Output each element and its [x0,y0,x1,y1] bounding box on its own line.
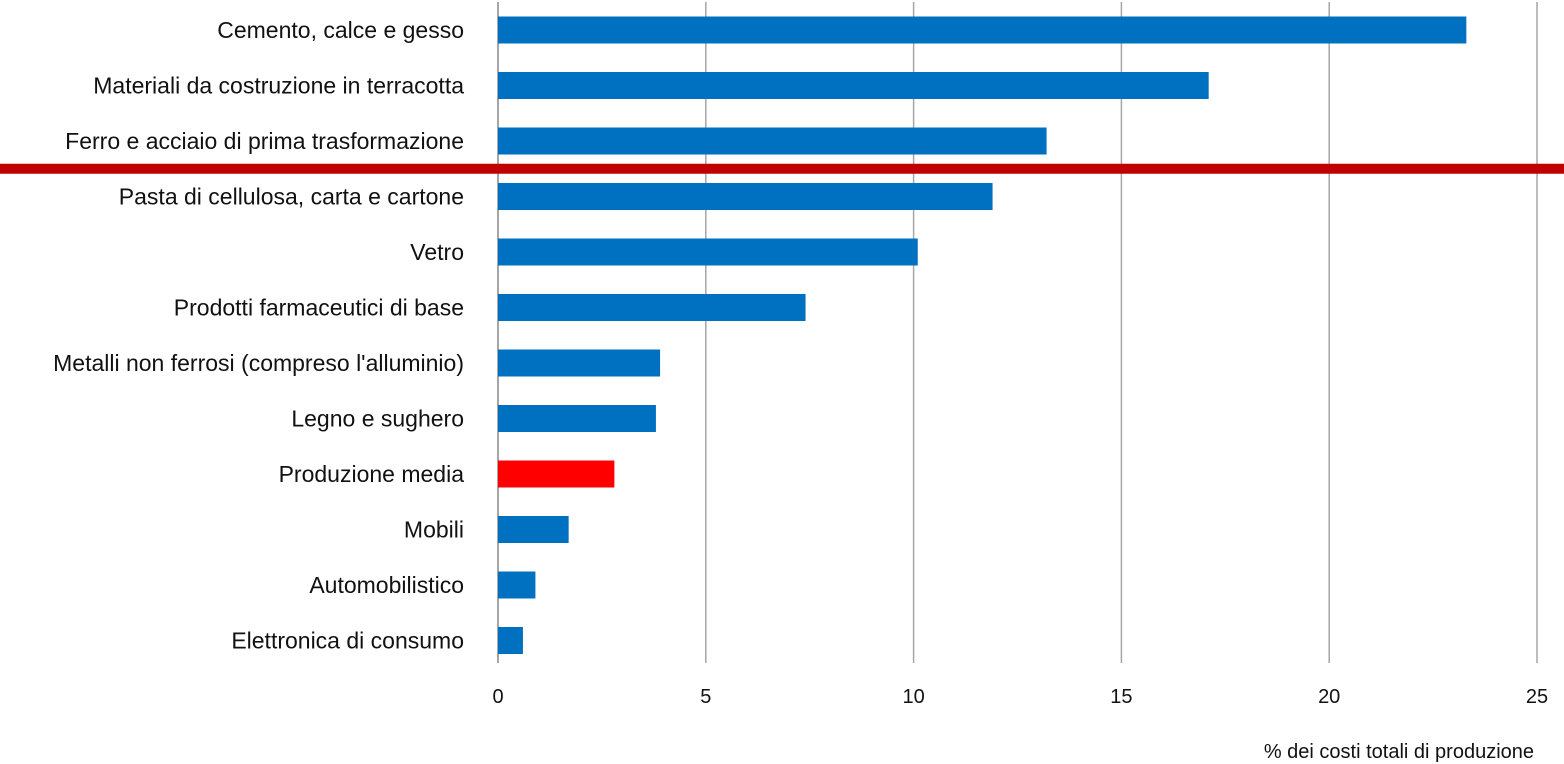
x-tick-label: 5 [700,686,711,708]
category-label: Mobili [404,517,464,543]
bar [498,627,523,654]
category-label: Elettronica di consumo [231,628,464,654]
bar [498,183,993,210]
bar [498,128,1047,155]
x-axis-title: % dei costi totali di produzione [1264,741,1534,763]
bar [498,17,1466,44]
category-label: Materiali da costruzione in terracotta [93,73,464,99]
bar [498,239,918,266]
category-label: Legno e sughero [291,406,464,432]
x-tick-labels: 0 5 10 15 20 25 [492,686,1548,708]
category-label: Metalli non ferrosi (compreso l'allumini… [53,350,464,376]
category-label: Automobilistico [309,572,464,598]
x-tick-label: 15 [1110,686,1132,708]
gridlines [498,2,1537,663]
category-label: Vetro [410,239,464,265]
category-label: Produzione media [279,461,465,487]
category-label: Ferro e acciaio di prima trasformazione [65,128,464,154]
x-tick-label: 25 [1526,686,1548,708]
bar [498,294,806,321]
category-labels: Cemento, calce e gesso Materiali da costr… [53,17,464,654]
x-tick-label: 0 [492,686,503,708]
bar [498,350,660,377]
x-tick-label: 20 [1318,686,1340,708]
bar [498,572,535,599]
category-label: Cemento, calce e gesso [217,17,464,43]
category-label: Pasta di cellulosa, carta e cartone [119,184,464,210]
bar [498,461,614,488]
bar [498,405,656,432]
category-label: Prodotti farmaceutici di base [174,295,464,321]
bar [498,72,1209,99]
bars [498,17,1466,655]
x-tick-label: 10 [902,686,924,708]
bar [498,516,569,543]
